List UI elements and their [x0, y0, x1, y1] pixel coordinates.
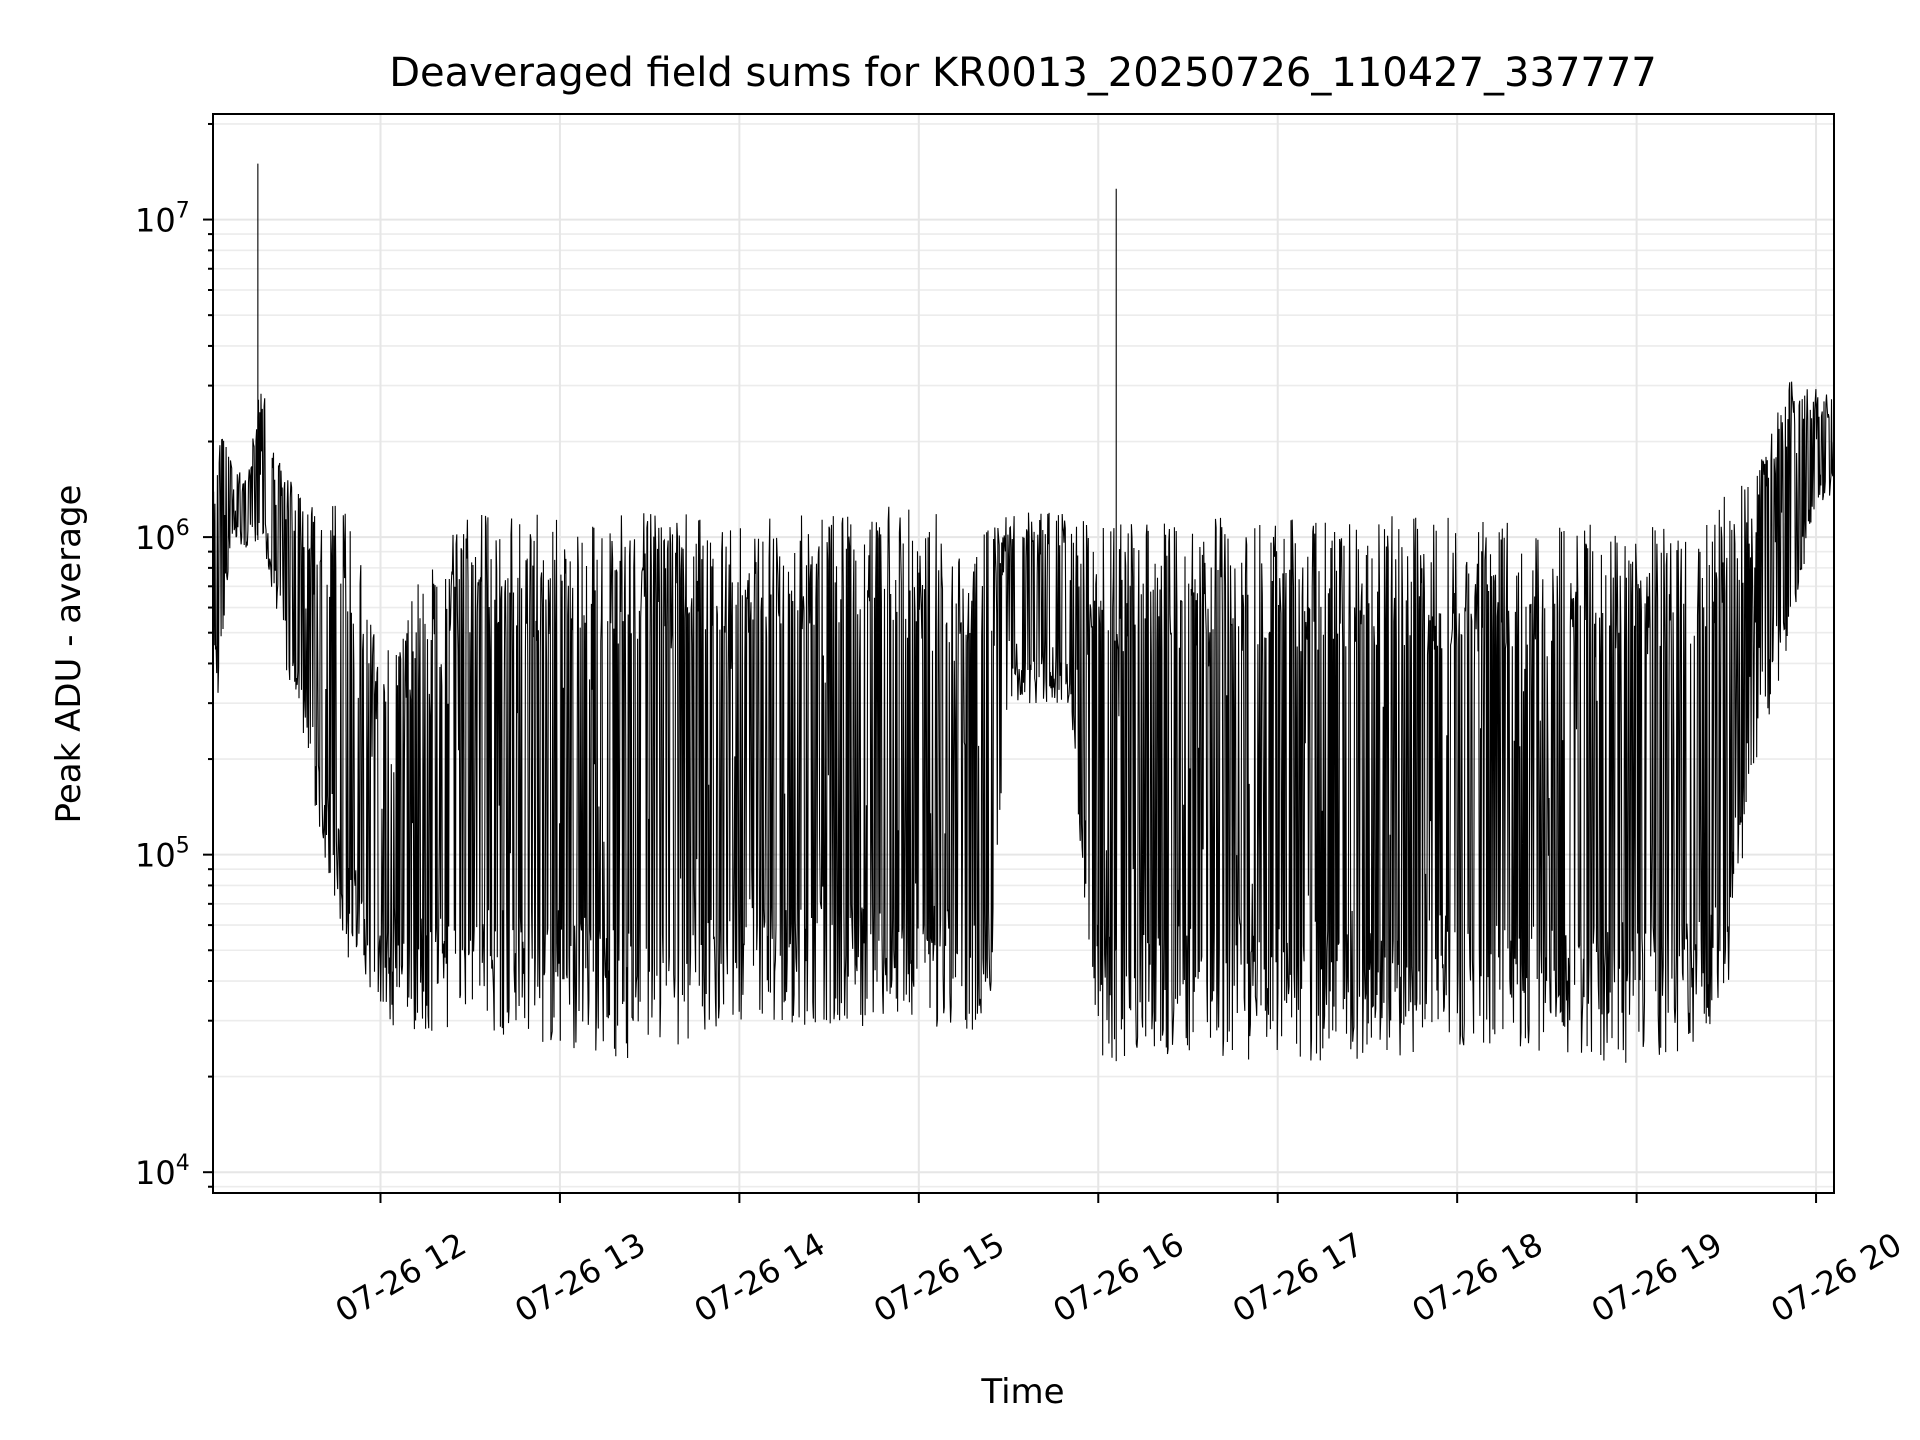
y-axis-label: Peak ADU - average [49, 485, 89, 824]
y-tick-label: 107 [135, 199, 190, 240]
chart-title: Deaveraged field sums for KR0013_2025072… [389, 50, 1657, 96]
y-tick-label: 106 [135, 516, 190, 557]
x-tick-label: 07-26 13 [508, 1225, 652, 1330]
x-tick-label: 07-26 18 [1406, 1225, 1550, 1330]
x-tick-label: 07-26 15 [867, 1225, 1011, 1330]
x-tick-label: 07-26 17 [1226, 1225, 1370, 1330]
x-tick-label: 07-26 12 [329, 1225, 473, 1330]
x-axis-label: Time [980, 1372, 1064, 1412]
y-tick-label: 105 [135, 834, 190, 875]
series-layer [212, 163, 1835, 1063]
series-line [212, 381, 1835, 1063]
x-tick-label: 07-26 19 [1585, 1225, 1729, 1330]
x-tick-label: 07-26 16 [1047, 1225, 1191, 1330]
plot-frame [212, 113, 1835, 1194]
x-tick-label: 07-26 20 [1764, 1225, 1908, 1330]
y-tick-label: 104 [135, 1151, 190, 1192]
x-tick-label: 07-26 14 [688, 1225, 832, 1330]
